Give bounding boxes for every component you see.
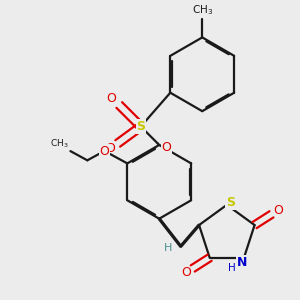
Text: S: S bbox=[226, 196, 235, 209]
Text: O: O bbox=[105, 142, 115, 155]
Text: S: S bbox=[136, 120, 145, 133]
Text: H: H bbox=[228, 262, 236, 272]
Text: N: N bbox=[237, 256, 248, 269]
Text: O: O bbox=[273, 204, 283, 217]
Text: H: H bbox=[164, 243, 172, 253]
Text: CH$_3$: CH$_3$ bbox=[192, 4, 213, 17]
Text: O: O bbox=[181, 266, 191, 279]
Text: O: O bbox=[161, 141, 171, 154]
Text: O: O bbox=[107, 92, 116, 105]
Text: CH$_3$: CH$_3$ bbox=[50, 137, 69, 150]
Text: O: O bbox=[99, 145, 109, 158]
